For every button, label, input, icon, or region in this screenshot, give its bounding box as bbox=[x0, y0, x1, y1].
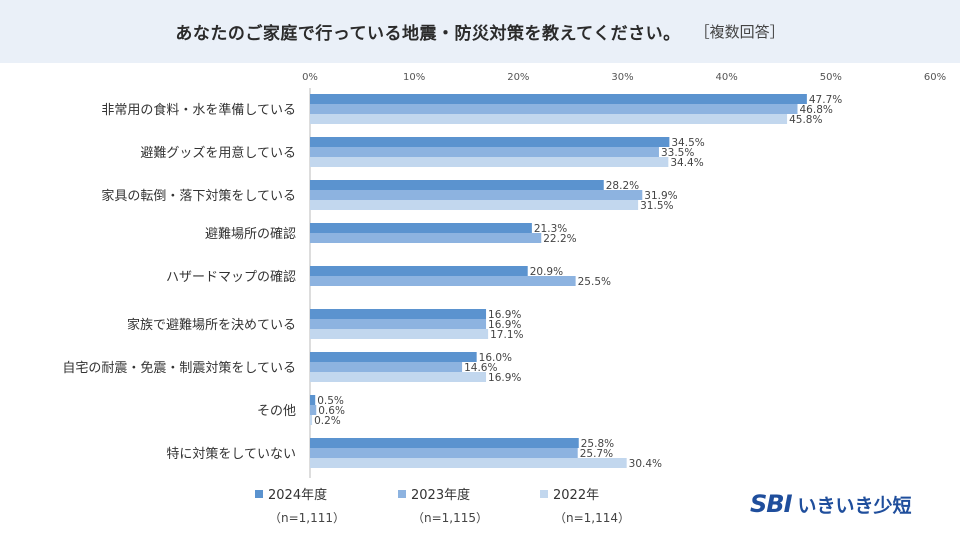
data-label: 20.9% bbox=[530, 266, 563, 278]
data-label: 30.4% bbox=[629, 458, 662, 470]
bar-2022 bbox=[310, 372, 487, 382]
x-tick-label: 30% bbox=[611, 72, 633, 83]
bar-chart: 0% 10% 20% 30% 40% 50% 60% 非常用の食料・水を準備している 47.7%… bbox=[62, 72, 946, 478]
logo-name: いきいき少短 bbox=[797, 494, 912, 517]
legend-n-2023: （n=1,115） bbox=[412, 511, 489, 525]
bar-2023 bbox=[310, 362, 463, 372]
bar-2024 bbox=[310, 395, 316, 405]
legend: 2024年度 （n=1,111） 2023年度 （n=1,115） 2022年 … bbox=[0, 484, 960, 534]
data-label: 25.7% bbox=[580, 448, 613, 460]
legend-item-2022: 2022年 （n=1,114） bbox=[540, 484, 690, 526]
bar-2024 bbox=[310, 352, 477, 362]
data-label: 17.1% bbox=[490, 329, 523, 341]
multiple-answer-note: ［複数回答］ bbox=[694, 23, 785, 41]
bar-2024 bbox=[310, 438, 579, 448]
data-label: 14.6% bbox=[464, 362, 497, 374]
category-label: 避難グッズを用意している bbox=[140, 145, 296, 161]
bar-2022 bbox=[310, 114, 788, 124]
bar-2023 bbox=[310, 147, 659, 157]
data-label: 16.9% bbox=[488, 372, 521, 384]
logo-brand: SBI bbox=[750, 490, 793, 518]
bar-2023 bbox=[310, 319, 487, 329]
x-tick-label: 0% bbox=[302, 72, 318, 83]
category-label: その他 bbox=[257, 404, 296, 419]
category-label: 避難場所の確認 bbox=[205, 226, 296, 242]
bar-2024 bbox=[310, 266, 528, 276]
header-bar bbox=[0, 0, 960, 63]
category-label: ハザードマップの確認 bbox=[166, 269, 296, 285]
data-label: 45.8% bbox=[789, 114, 822, 126]
legend-item-2023: 2023年度 （n=1,115） bbox=[398, 484, 548, 526]
data-label: 21.3% bbox=[534, 223, 567, 235]
title-area: あなたのご家庭で行っている地震・防災対策を教えてください。 ［複数回答］ bbox=[0, 0, 960, 63]
category-label: 自宅の耐震・免震・制震対策をしている bbox=[62, 360, 296, 376]
x-tick-label: 10% bbox=[403, 72, 425, 83]
category-label: 非常用の食料・水を準備している bbox=[101, 102, 296, 118]
legend-item-2024: 2024年度 （n=1,111） bbox=[255, 484, 405, 526]
category-label: 特に対策をしていない bbox=[166, 446, 296, 462]
bar-2022 bbox=[310, 157, 669, 167]
data-label: 16.0% bbox=[479, 352, 512, 364]
data-label: 34.5% bbox=[671, 137, 704, 149]
legend-swatch-2022 bbox=[540, 489, 548, 498]
data-label: 33.5% bbox=[661, 147, 694, 159]
data-label: 0.5% bbox=[317, 395, 344, 407]
bar-2022 bbox=[310, 415, 313, 425]
data-label: 46.8% bbox=[800, 104, 833, 116]
data-label: 22.2% bbox=[543, 233, 576, 245]
category-label: 家族で避難場所を決めている bbox=[127, 317, 296, 333]
legend-n-2024: （n=1,111） bbox=[269, 511, 346, 525]
bar-2023 bbox=[310, 104, 798, 114]
x-tick-label: 60% bbox=[924, 72, 946, 83]
bar-2024 bbox=[310, 309, 487, 319]
data-label: 0.6% bbox=[318, 405, 345, 417]
category-label: 家具の転倒・落下対策をしている bbox=[101, 188, 296, 204]
bar-2023 bbox=[310, 448, 578, 458]
x-tick-label: 40% bbox=[716, 72, 738, 83]
bar-2022 bbox=[310, 329, 489, 339]
company-logo: SBI いきいき少短 bbox=[750, 486, 940, 522]
legend-swatch-2023 bbox=[398, 489, 406, 498]
data-label: 25.5% bbox=[578, 276, 611, 288]
bar-2024 bbox=[310, 137, 670, 147]
legend-swatch-2024 bbox=[255, 489, 263, 498]
page-title: あなたのご家庭で行っている地震・防災対策を教えてください。 bbox=[175, 24, 681, 44]
bar-2024 bbox=[310, 94, 807, 104]
bar-2022 bbox=[310, 458, 627, 468]
bar-2023 bbox=[310, 233, 542, 243]
legend-label-2022: 2022年 bbox=[553, 488, 600, 503]
bar-2023 bbox=[310, 190, 643, 200]
bar-2023 bbox=[310, 405, 317, 415]
legend-label-2023: 2023年度 bbox=[411, 488, 471, 503]
data-label: 16.9% bbox=[488, 309, 521, 321]
data-label: 28.2% bbox=[606, 180, 639, 192]
bar-2022 bbox=[310, 200, 639, 210]
bar-2024 bbox=[310, 223, 532, 233]
data-label: 31.9% bbox=[644, 190, 677, 202]
x-tick-label: 20% bbox=[507, 72, 529, 83]
data-label: 16.9% bbox=[488, 319, 521, 331]
legend-n-2022: （n=1,114） bbox=[554, 511, 631, 525]
data-label: 34.4% bbox=[670, 157, 703, 169]
data-label: 31.5% bbox=[640, 200, 673, 212]
data-label: 0.2% bbox=[314, 415, 341, 427]
x-tick-label: 50% bbox=[820, 72, 842, 83]
bar-2023 bbox=[310, 276, 576, 286]
bar-2024 bbox=[310, 180, 604, 190]
data-label: 25.8% bbox=[581, 438, 614, 450]
data-label: 47.7% bbox=[809, 94, 842, 106]
legend-label-2024: 2024年度 bbox=[268, 488, 328, 503]
